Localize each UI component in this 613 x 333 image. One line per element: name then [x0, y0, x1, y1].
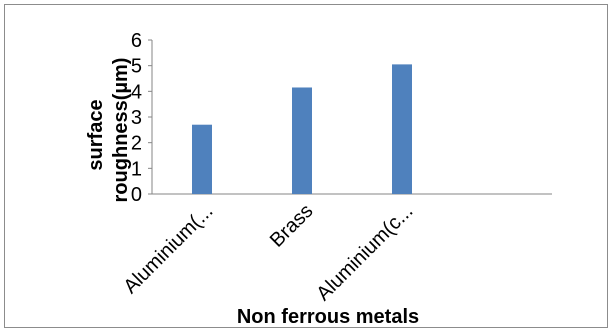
bar: [292, 87, 312, 194]
bar: [192, 124, 212, 194]
y-tick-label: 1: [131, 158, 142, 180]
y-tick-label: 2: [131, 133, 142, 155]
y-tick-label: 6: [131, 30, 142, 52]
x-tick-label: Aluminium(c...: [312, 200, 417, 305]
y-tick-label: 5: [131, 56, 142, 78]
y-tick-labels: 0 1 2 3 4 5 6: [131, 30, 152, 206]
bars: [192, 64, 412, 194]
y-tick-label: 3: [131, 107, 142, 129]
x-axis-title: Non ferrous metals: [237, 306, 419, 328]
bar: [392, 64, 412, 194]
y-tick-label: 4: [131, 81, 142, 103]
y-axis-title-line-2: roughness(µm): [110, 58, 132, 203]
x-tick-labels: Aluminium(... BrassAluminium(c...: [119, 200, 417, 305]
x-tick-label: Brass: [266, 200, 318, 252]
x-tick-label: Aluminium(...: [119, 200, 217, 298]
y-axis-title-line-1: surface: [85, 99, 107, 170]
y-tick-label: 0: [131, 184, 142, 206]
